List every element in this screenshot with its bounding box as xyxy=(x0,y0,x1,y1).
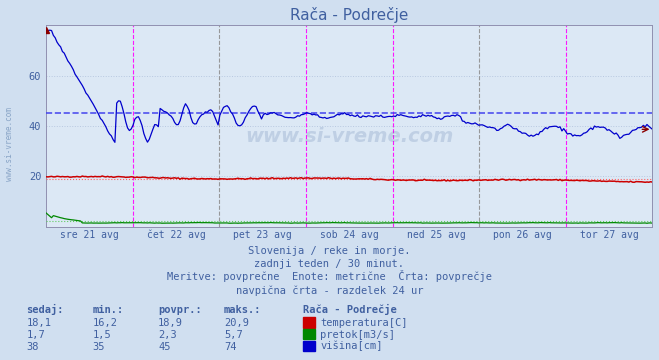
Text: povpr.:: povpr.: xyxy=(158,305,202,315)
Text: 18,9: 18,9 xyxy=(158,318,183,328)
Text: pretok[m3/s]: pretok[m3/s] xyxy=(320,330,395,340)
Text: sedaj:: sedaj: xyxy=(26,304,64,315)
Text: min.:: min.: xyxy=(92,305,123,315)
Text: 18,1: 18,1 xyxy=(26,318,51,328)
Text: navpična črta - razdelek 24 ur: navpična črta - razdelek 24 ur xyxy=(236,285,423,296)
Text: www.si-vreme.com: www.si-vreme.com xyxy=(5,107,14,181)
Text: www.si-vreme.com: www.si-vreme.com xyxy=(245,127,453,145)
Text: Slovenija / reke in morje.: Slovenija / reke in morje. xyxy=(248,246,411,256)
Text: 5,7: 5,7 xyxy=(224,330,243,340)
Text: Meritve: povprečne  Enote: metrične  Črta: povprečje: Meritve: povprečne Enote: metrične Črta:… xyxy=(167,270,492,283)
Text: 16,2: 16,2 xyxy=(92,318,117,328)
Title: Rača - Podrečje: Rača - Podrečje xyxy=(290,6,409,23)
Text: 38: 38 xyxy=(26,342,39,352)
Text: 35: 35 xyxy=(92,342,105,352)
Text: maks.:: maks.: xyxy=(224,305,262,315)
Text: 2,3: 2,3 xyxy=(158,330,177,340)
Text: Rača - Podrečje: Rača - Podrečje xyxy=(303,304,397,315)
Text: 45: 45 xyxy=(158,342,171,352)
Text: temperatura[C]: temperatura[C] xyxy=(320,318,408,328)
Text: višina[cm]: višina[cm] xyxy=(320,341,383,352)
Text: 20,9: 20,9 xyxy=(224,318,249,328)
Text: 74: 74 xyxy=(224,342,237,352)
Text: zadnji teden / 30 minut.: zadnji teden / 30 minut. xyxy=(254,259,405,269)
Text: 1,7: 1,7 xyxy=(26,330,45,340)
Text: 1,5: 1,5 xyxy=(92,330,111,340)
